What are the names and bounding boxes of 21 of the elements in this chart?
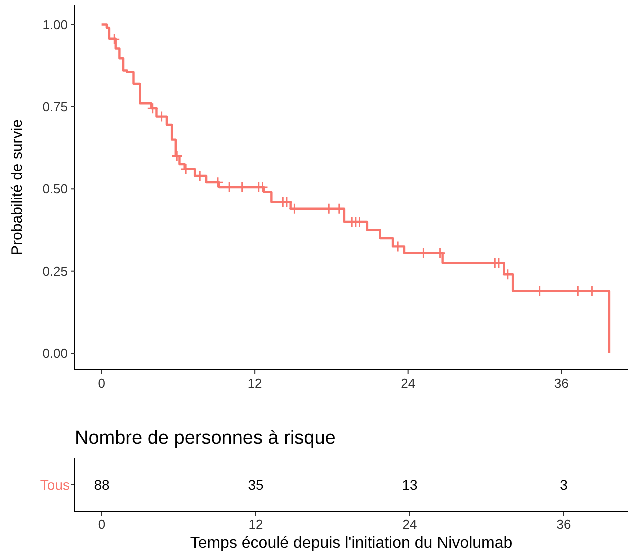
- x-tick-label: 36: [556, 517, 572, 532]
- x-tick-label: 36: [554, 376, 569, 391]
- x-tick-label: 0: [98, 517, 106, 532]
- chart-title: Nombre de personnes à risque: [75, 428, 336, 449]
- x-axis-title: Temps écoulé depuis l'initiation du Nivolumab: [190, 535, 513, 551]
- y-tick-label: 0.75: [42, 99, 68, 114]
- data-label: 3: [560, 476, 568, 493]
- y-tick-label: 1.00: [42, 17, 68, 32]
- data-label: 13: [402, 476, 418, 493]
- x-tick-label: 24: [402, 517, 418, 532]
- y-axis-title: Probabilité de survie: [9, 120, 26, 256]
- y-tick-label: 0.00: [42, 346, 68, 362]
- y-tick-label: Tous: [40, 476, 70, 493]
- y-tick-label: 0.25: [42, 264, 68, 279]
- x-tick-label: 12: [248, 517, 264, 532]
- data-label: 88: [94, 476, 110, 493]
- x-tick-label: 12: [248, 376, 262, 391]
- x-tick-label: 0: [98, 376, 106, 391]
- y-tick-label: 0.50: [42, 182, 68, 197]
- x-tick-label: 24: [401, 376, 416, 391]
- data-label: 35: [248, 476, 264, 493]
